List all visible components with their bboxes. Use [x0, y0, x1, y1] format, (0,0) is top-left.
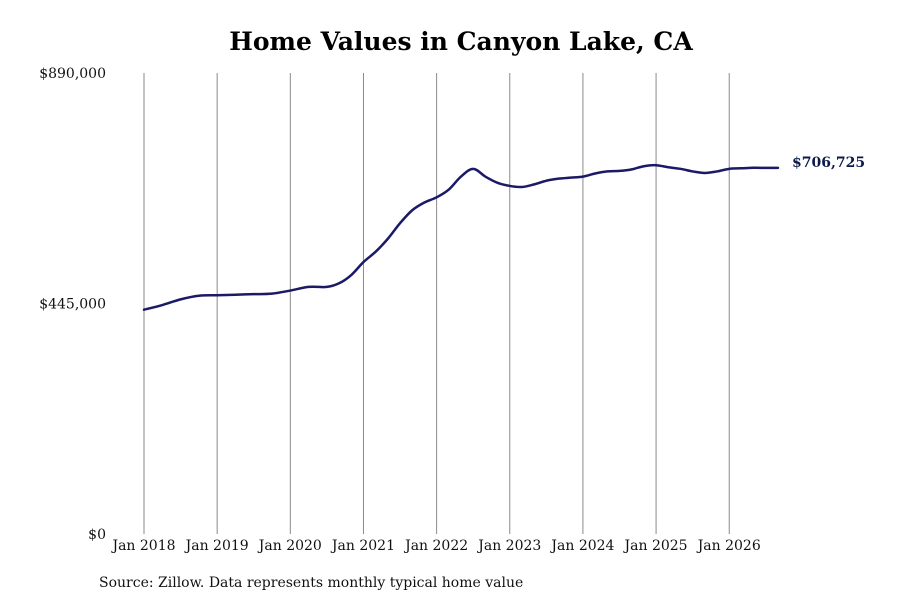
- y-axis-tick-labels: $0 $445,000 $890,000: [39, 66, 106, 543]
- x-tick-label: Jan 2025: [623, 538, 688, 554]
- end-value-label: $706,725: [792, 155, 865, 171]
- series-line-0: [142, 163, 780, 311]
- y-tick-label: $890,000: [39, 66, 106, 82]
- source-note: Source: Zillow. Data represents monthly …: [99, 575, 523, 591]
- x-tick-label: Jan 2023: [476, 538, 541, 554]
- x-tick-label: Jan 2020: [257, 538, 322, 554]
- x-axis-tick-labels: Jan 2018 Jan 2019 Jan 2020 Jan 2021 Jan 2022…: [110, 538, 760, 554]
- x-tick-label: Jan 2022: [403, 538, 468, 554]
- y-tick-label: $0: [88, 527, 106, 543]
- x-tick-label: Jan 2024: [549, 538, 614, 554]
- x-tick-label: Jan 2018: [110, 538, 175, 554]
- x-tick-label: Jan 2019: [184, 538, 249, 554]
- x-tick-label: Jan 2026: [696, 538, 761, 554]
- vertical-gridlines: [143, 73, 730, 534]
- x-tick-label: Jan 2021: [330, 538, 395, 554]
- y-tick-label: $445,000: [39, 297, 106, 313]
- chart-title: Home Values in Canyon Lake, CA: [229, 27, 693, 56]
- series-layer: [142, 163, 780, 311]
